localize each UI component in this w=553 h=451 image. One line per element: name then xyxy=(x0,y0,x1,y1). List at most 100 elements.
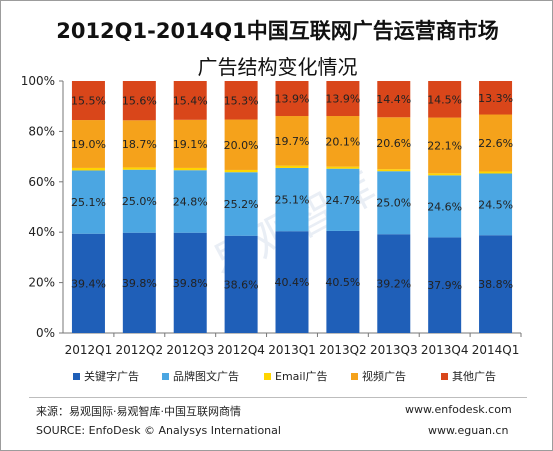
data-label: 19.1% xyxy=(173,138,208,151)
data-label: 14.5% xyxy=(427,93,462,106)
y-tick-label: 0% xyxy=(36,326,55,340)
bar-segment xyxy=(326,230,360,333)
bar-segment xyxy=(377,169,411,172)
bar-segment xyxy=(173,170,207,233)
data-label: 38.6% xyxy=(224,278,259,291)
legend-swatch xyxy=(351,373,358,380)
bar-segment xyxy=(428,175,462,238)
bar-segment xyxy=(224,119,258,170)
legend-swatch xyxy=(162,373,169,380)
data-label: 24.6% xyxy=(427,200,462,213)
x-tick-label: 2012Q4 xyxy=(217,343,265,357)
bar-segment xyxy=(173,119,207,168)
bar-segment xyxy=(224,235,258,333)
bar-segment xyxy=(275,231,309,333)
bar-segment xyxy=(224,169,258,173)
data-label: 20.0% xyxy=(224,139,259,152)
data-label: 25.1% xyxy=(71,196,106,209)
bar-segment xyxy=(377,171,411,235)
data-label: 20.6% xyxy=(376,137,411,150)
data-label: 25.1% xyxy=(275,194,310,207)
data-label: 39.8% xyxy=(173,277,208,290)
bar-segment xyxy=(122,232,156,333)
bar-segment xyxy=(173,167,207,171)
bar-segment xyxy=(428,117,462,174)
data-label: 24.5% xyxy=(478,198,513,211)
bar-segment xyxy=(479,235,513,333)
bar-segment xyxy=(275,81,309,117)
bar-segment xyxy=(275,167,309,232)
data-label: 40.4% xyxy=(275,276,310,289)
y-tick-label: 40% xyxy=(28,225,55,239)
bar-segment xyxy=(122,167,156,170)
data-label: 24.7% xyxy=(325,194,360,207)
data-label: 14.4% xyxy=(376,93,411,106)
data-label: 13.9% xyxy=(325,93,360,106)
data-label: 39.2% xyxy=(376,278,411,291)
x-tick-label: 2013Q1 xyxy=(268,343,316,357)
x-tick-label: 2012Q3 xyxy=(166,343,214,357)
bar-segment xyxy=(326,81,360,117)
bar-segment xyxy=(326,168,360,231)
data-label: 25.0% xyxy=(122,195,157,208)
data-label: 15.5% xyxy=(71,95,106,108)
x-tick-label: 2012Q2 xyxy=(116,343,164,357)
site-enfodesk: www.enfodesk.com xyxy=(405,403,512,416)
data-label: 15.3% xyxy=(224,94,259,107)
data-label: 38.8% xyxy=(478,278,513,291)
data-label: 39.4% xyxy=(71,277,106,290)
y-tick-label: 80% xyxy=(28,124,55,138)
bar-segment xyxy=(71,170,105,234)
legend-label: Email广告 xyxy=(275,370,328,383)
data-label: 24.8% xyxy=(173,195,208,208)
bar-segment xyxy=(173,232,207,333)
bar-segment xyxy=(479,173,513,236)
bar-segment xyxy=(224,172,258,236)
bar-segment xyxy=(122,81,156,121)
bar-segment xyxy=(71,167,105,171)
bar-segment xyxy=(377,117,411,170)
data-label: 40.5% xyxy=(325,276,360,289)
legend-label: 关键字广告 xyxy=(84,369,139,383)
bar-segment xyxy=(326,116,360,167)
data-label: 19.7% xyxy=(275,135,310,148)
chart-title: 2012Q1-2014Q1中国互联网广告运营商市场 xyxy=(56,19,499,43)
y-tick-label: 60% xyxy=(28,175,55,189)
site-eguan: www.eguan.cn xyxy=(428,424,509,437)
bar-segment xyxy=(377,234,411,333)
bar-segment xyxy=(71,233,105,333)
data-label: 15.4% xyxy=(173,94,208,107)
data-label: 13.9% xyxy=(275,93,310,106)
bar-segment xyxy=(122,120,156,168)
data-label: 18.7% xyxy=(122,138,157,151)
y-tick-label: 100% xyxy=(21,74,55,88)
source-cn: 来源：易观国际·易观智库·中国互联网商情 xyxy=(36,405,241,418)
bar-segment xyxy=(275,116,309,166)
bar-segment xyxy=(428,81,462,118)
data-label: 37.9% xyxy=(427,279,462,292)
legend-label: 视频广告 xyxy=(362,369,406,383)
footer-divider xyxy=(29,397,527,398)
data-label: 15.6% xyxy=(122,95,157,108)
bar-segment xyxy=(275,165,309,168)
bar-segment xyxy=(428,173,462,176)
x-tick-label: 2014Q1 xyxy=(472,343,520,357)
x-tick-label: 2013Q2 xyxy=(319,343,367,357)
data-label: 25.2% xyxy=(224,198,259,211)
bar-segment xyxy=(224,81,258,120)
data-label: 13.3% xyxy=(478,92,513,105)
bar-segment xyxy=(479,81,513,115)
y-tick-label: 20% xyxy=(28,276,55,290)
data-label: 22.1% xyxy=(427,139,462,152)
bar-segment xyxy=(326,166,360,169)
legend-swatch xyxy=(73,373,80,380)
bar-segment xyxy=(71,81,105,121)
data-label: 20.1% xyxy=(325,135,360,148)
bar-segment xyxy=(377,81,411,118)
x-tick-label: 2012Q1 xyxy=(65,343,113,357)
source-en: SOURCE: EnfoDesk © Analysys Internationa… xyxy=(36,424,281,437)
bar-segment xyxy=(428,237,462,333)
legend-label: 其他广告 xyxy=(452,370,496,383)
